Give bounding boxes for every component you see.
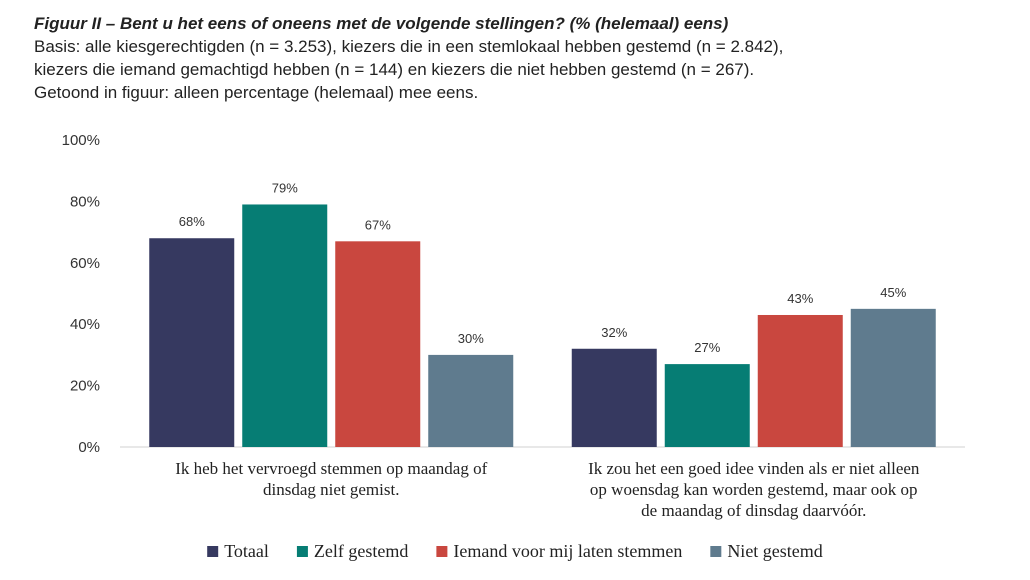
data-label: 27%	[694, 340, 720, 355]
legend-swatch-2	[296, 546, 308, 557]
category-label-line: Ik heb het vervroegd stemmen op maandag …	[175, 459, 487, 478]
legend-swatch-3	[436, 546, 448, 557]
legend-label: Niet gestemd	[727, 541, 822, 561]
legend-swatch-1	[207, 546, 219, 557]
subtitle-line-1: Basis: alle kiesgerechtigden (n = 3.253)…	[34, 37, 784, 56]
bar-3-group-1	[335, 241, 421, 447]
y-tick-label: 60%	[70, 255, 100, 272]
legend-label: Zelf gestemd	[314, 541, 408, 561]
data-label: 43%	[787, 291, 813, 306]
y-tick-label: 100%	[62, 132, 100, 149]
bar-1-group-2	[571, 348, 657, 447]
bar-1-group-1	[149, 238, 235, 447]
category-label-line: op woensdag kan worden gestemd, maar ook…	[590, 480, 918, 499]
subtitle-line-3: Getoond in figuur: alleen percentage (he…	[34, 83, 479, 102]
bar-2-group-2	[664, 364, 750, 447]
data-label: 67%	[365, 217, 391, 232]
figure-title: Figuur II – Bent u het eens of oneens me…	[34, 14, 729, 33]
y-tick-label: 0%	[78, 439, 100, 456]
subtitle-line-2: kiezers die iemand gemachtigd hebben (n …	[34, 60, 755, 79]
bar-3-group-2	[757, 314, 843, 447]
bar-2-group-1	[242, 204, 328, 447]
y-tick-label: 40%	[70, 316, 100, 333]
legend-label: Totaal	[224, 541, 269, 561]
legend-label: Iemand voor mij laten stemmen	[453, 541, 682, 561]
category-label-line: Ik zou het een goed idee vinden als er n…	[588, 459, 920, 478]
bar-4-group-1	[428, 354, 514, 447]
data-label: 30%	[458, 331, 484, 346]
data-label: 32%	[601, 325, 627, 340]
category-label-line: de maandag of dinsdag daarvóór.	[641, 501, 866, 520]
data-label: 79%	[272, 180, 298, 195]
legend-swatch-4	[710, 546, 722, 557]
figure-header: Figuur II – Bent u het eens of oneens me…	[34, 12, 1024, 104]
y-tick-label: 20%	[70, 378, 100, 395]
bar-4-group-2	[850, 308, 936, 447]
data-label: 45%	[880, 285, 906, 300]
category-label-line: dinsdag niet gemist.	[263, 480, 399, 499]
y-tick-label: 80%	[70, 193, 100, 210]
data-label: 68%	[179, 214, 205, 229]
